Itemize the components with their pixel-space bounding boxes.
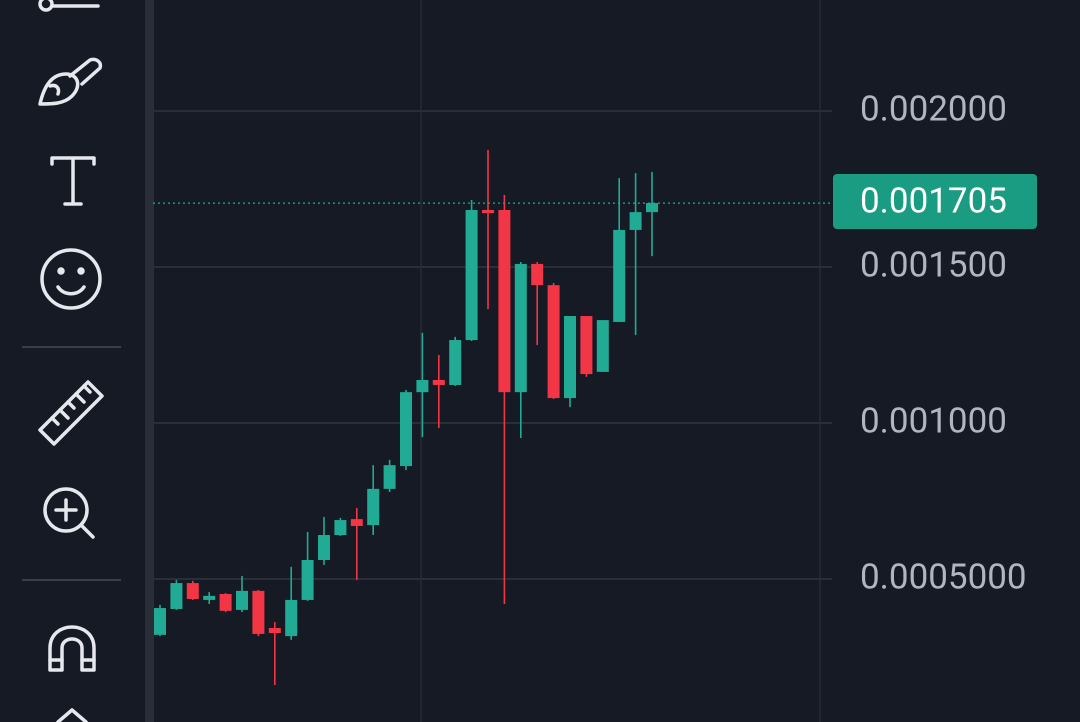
candle-body [416, 379, 429, 393]
candle-body [154, 608, 166, 635]
toolbar [22, 0, 121, 722]
candle-body [646, 203, 658, 213]
candle-body [186, 583, 199, 599]
y-tick-label: 0.002000 [860, 88, 1007, 129]
scroll-strip [145, 0, 154, 722]
candle-body [170, 583, 183, 609]
y-tick-label: 0.001500 [860, 244, 1007, 285]
candle-body [219, 593, 232, 611]
lock-tool-icon[interactable] [56, 708, 88, 722]
candle-body [318, 535, 330, 560]
candle-body [334, 520, 347, 536]
candle-body [301, 559, 314, 600]
candle-body [465, 209, 478, 341]
candle-body [383, 465, 396, 489]
candle-body [482, 209, 494, 214]
candle-body [498, 209, 511, 393]
text-tool-icon[interactable] [50, 156, 96, 206]
candle-body [400, 392, 412, 467]
last-price-label: 0.001705 [860, 180, 1007, 221]
candle-body [564, 316, 576, 399]
candle-body [580, 316, 593, 375]
magnet-tool-icon[interactable] [48, 625, 96, 672]
candle-body [236, 590, 248, 610]
candle-body [449, 340, 462, 385]
candle-body [613, 229, 626, 322]
candle-body [203, 595, 216, 600]
line-tool-icon[interactable] [38, 0, 100, 12]
candle-body [629, 212, 642, 230]
candle-body [268, 628, 281, 633]
candle-body [514, 263, 527, 393]
candle-body [350, 519, 363, 526]
candle-body [547, 285, 560, 399]
last-price-box [833, 174, 1037, 229]
brush-tool-icon[interactable] [38, 57, 103, 106]
candle-body [285, 599, 298, 637]
candle-body [596, 320, 609, 372]
emoji-tool-icon[interactable] [40, 248, 102, 310]
ruler-tool-icon[interactable] [38, 380, 104, 446]
zoom-tool-icon[interactable] [43, 487, 95, 539]
candle-body [252, 590, 265, 634]
y-tick-label: 0.0005000 [860, 556, 1027, 597]
candle-body [367, 488, 380, 526]
candle-body [531, 263, 544, 286]
y-tick-label: 0.001000 [860, 400, 1007, 441]
candle-body [432, 379, 445, 385]
